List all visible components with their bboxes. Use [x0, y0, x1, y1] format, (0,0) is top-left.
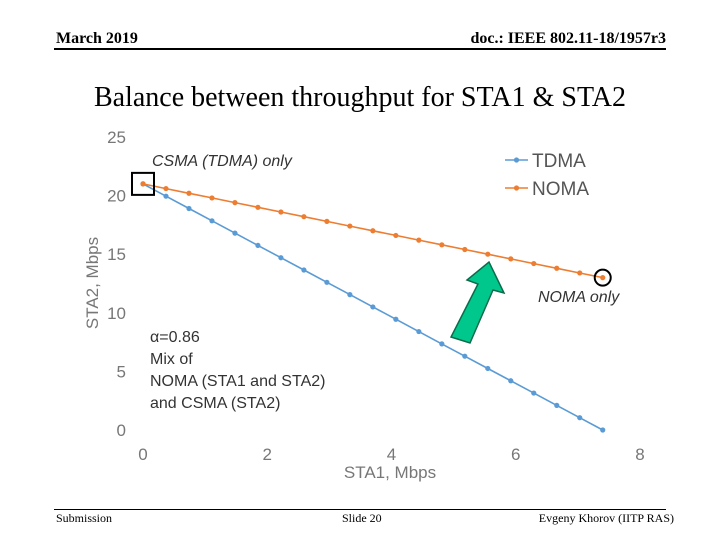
data-point-noma [554, 265, 560, 271]
footer-slide-number: Slide 20 [342, 511, 382, 525]
data-point-tdma [301, 267, 307, 273]
x-tick-label: 4 [387, 445, 396, 464]
y-tick-label: 15 [107, 245, 126, 264]
x-tick-label: 0 [138, 445, 147, 464]
data-point-tdma [485, 365, 491, 372]
data-point-tdma [577, 415, 583, 421]
data-point-tdma [393, 316, 399, 322]
y-tick-label: 0 [117, 421, 126, 440]
mix-annotation-line: α=0.86 [150, 329, 200, 346]
data-point-noma [462, 246, 468, 253]
footer-author: Evgeny Khorov (IITP RAS) [538, 511, 674, 525]
data-point-tdma [163, 193, 169, 199]
data-point-tdma [278, 255, 284, 261]
mix-annotation-line: Mix of [150, 351, 193, 368]
noma-marker [593, 268, 612, 287]
legend-marker-noma [513, 185, 520, 191]
data-point-noma [439, 242, 445, 248]
csma-only-label: CSMA (TDMA) only [152, 153, 293, 170]
data-point-noma [416, 237, 422, 243]
data-point-tdma [439, 341, 445, 347]
data-point-tdma [554, 402, 560, 408]
header-date: March 2019 [56, 30, 138, 47]
data-point-tdma [232, 230, 238, 236]
y-tick-label: 5 [117, 362, 126, 381]
x-axis-label: STA1, Mbps [344, 463, 436, 482]
data-point-noma [232, 200, 238, 206]
data-point-noma [508, 256, 514, 262]
data-point-tdma [416, 328, 422, 335]
data-point-noma [577, 270, 583, 276]
mix-annotation-line: NOMA (STA1 and STA2) [150, 373, 325, 390]
csma-marker [131, 171, 155, 196]
x-tick-label: 2 [263, 445, 272, 464]
mix-annotation-line: and CSMA (STA2) [150, 395, 280, 412]
data-point-noma [255, 204, 261, 210]
data-point-tdma [600, 427, 606, 433]
data-point-noma [186, 190, 192, 196]
data-point-noma [347, 223, 353, 229]
data-point-tdma [370, 304, 376, 310]
data-point-noma [393, 232, 399, 239]
slide-title: Balance between throughput for STA1 & ST… [93, 82, 627, 113]
y-tick-label: 25 [107, 128, 126, 147]
y-tick-label: 20 [107, 187, 126, 206]
legend-marker-tdma [513, 157, 520, 163]
data-point-tdma [531, 390, 537, 396]
data-point-noma [278, 209, 284, 215]
data-point-tdma [209, 218, 215, 224]
noma-only-label: NOMA only [538, 289, 620, 306]
data-point-tdma [347, 292, 353, 298]
data-point-noma [163, 185, 169, 192]
data-point-tdma [324, 279, 330, 285]
header-rule [54, 48, 666, 50]
x-tick-label: 6 [511, 445, 520, 464]
data-point-noma [531, 260, 537, 267]
data-point-noma [140, 181, 146, 187]
data-point-tdma [186, 205, 192, 212]
legend-label-tdma: TDMA [532, 151, 586, 172]
data-point-tdma [255, 242, 261, 249]
header-doc-id: doc.: IEEE 802.11-18/1957r3 [470, 30, 666, 47]
y-tick-label: 10 [107, 304, 126, 323]
data-point-noma [485, 251, 491, 257]
footer-submission: Submission [56, 511, 113, 525]
data-point-noma [209, 195, 215, 201]
data-point-noma [600, 275, 606, 281]
data-point-tdma [508, 378, 514, 384]
data-point-tdma [462, 353, 468, 359]
legend-label-noma: NOMA [532, 179, 589, 200]
data-point-noma [370, 228, 376, 234]
improvement-arrow [449, 260, 506, 344]
footer-rule [54, 509, 666, 510]
y-axis-label: STA2, Mbps [83, 237, 102, 329]
data-point-noma [324, 218, 330, 224]
x-tick-label: 8 [635, 445, 644, 464]
data-point-noma [301, 214, 307, 220]
